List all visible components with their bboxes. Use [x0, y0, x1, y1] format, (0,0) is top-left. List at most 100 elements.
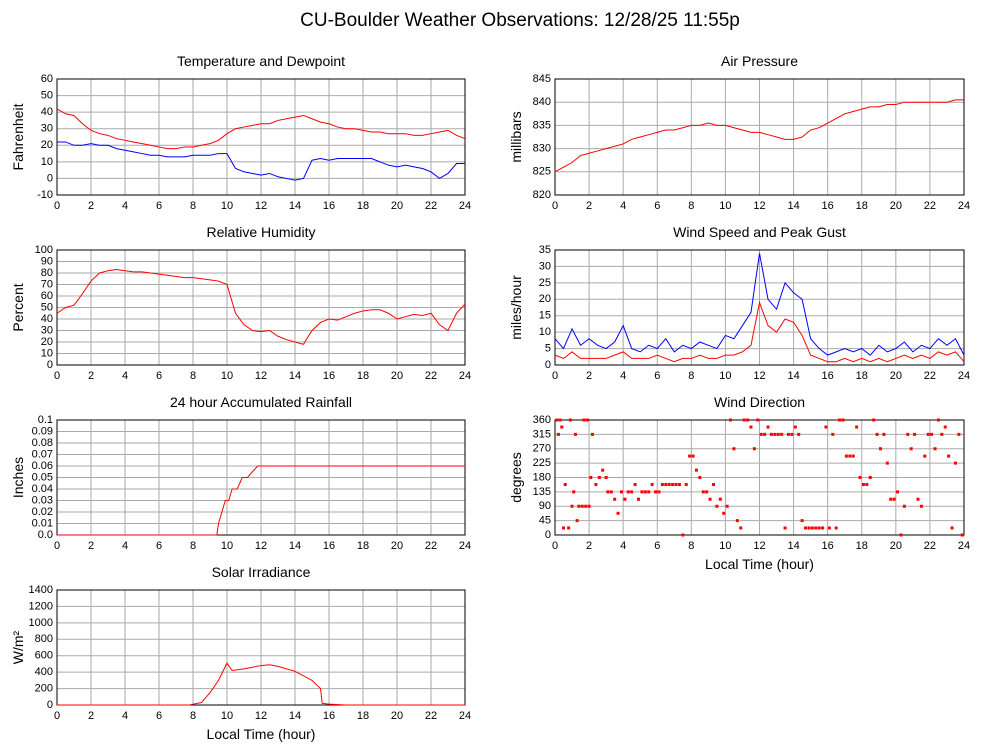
data-point	[875, 432, 879, 436]
plot-border	[56, 249, 466, 366]
x-tick-label: 0	[54, 710, 60, 722]
data-point	[698, 476, 702, 479]
x-tick-label: 2	[88, 370, 94, 382]
plot-border	[554, 249, 965, 366]
data-point	[841, 418, 845, 422]
x-tick-label: 10	[719, 370, 731, 382]
y-tick-label: 835	[533, 119, 551, 131]
data-point	[684, 483, 688, 487]
y-tick-label: 45	[539, 515, 551, 527]
x-tick-label: 14	[289, 370, 301, 382]
x-axis-label: Local Time (hour)	[207, 726, 316, 742]
y-tick-label: 0.04	[32, 483, 53, 495]
y-tick-label: 20	[539, 293, 551, 305]
x-tick-label: 2	[88, 710, 94, 722]
data-point	[570, 504, 574, 508]
x-tick-label: 16	[323, 200, 335, 212]
data-point	[913, 432, 917, 436]
x-tick-label: 0	[552, 540, 558, 552]
x-tick-label: 4	[620, 540, 626, 552]
x-tick-label: 24	[459, 200, 471, 212]
data-point	[896, 490, 900, 494]
x-tick-label: 12	[753, 370, 765, 382]
data-point	[902, 504, 906, 508]
x-tick-label: 14	[787, 370, 799, 382]
data-point	[705, 490, 709, 494]
x-tick-label: 24	[958, 370, 970, 382]
x-tick-label: 0	[552, 200, 558, 212]
x-tick-label: 22	[425, 710, 437, 722]
y-tick-label: 100	[35, 244, 53, 256]
x-tick-label: 10	[719, 200, 731, 212]
x-tick-label: 8	[190, 370, 196, 382]
x-tick-label: 14	[289, 540, 301, 552]
y-tick-label: 1400	[29, 584, 53, 596]
y-tick-label: 315	[533, 428, 551, 440]
x-tick-label: 16	[822, 370, 834, 382]
x-tick-label: 0	[54, 370, 60, 382]
y-tick-label: 70	[41, 278, 53, 290]
y-tick-label: 35	[539, 244, 551, 256]
y-tick-label: 270	[533, 443, 551, 455]
x-tick-label: 18	[357, 370, 369, 382]
x-axis-label: Local Time (hour)	[705, 556, 814, 572]
chart-title: Relative Humidity	[207, 224, 316, 240]
y-tick-label: 0.09	[32, 425, 53, 437]
data-point	[606, 490, 610, 494]
chart-title: Wind Direction	[714, 394, 805, 410]
x-tick-label: 8	[688, 370, 694, 382]
y-tick-label: -10	[37, 189, 53, 201]
data-point	[613, 497, 617, 501]
y-tick-label: 820	[533, 189, 551, 201]
x-tick-label: 4	[122, 200, 128, 212]
y-tick-label: 0	[545, 359, 551, 371]
x-tick-label: 12	[753, 200, 765, 212]
x-tick-label: 6	[654, 200, 660, 212]
data-point	[585, 418, 589, 422]
data-point	[844, 454, 848, 458]
data-point	[865, 483, 869, 487]
x-tick-label: 2	[586, 370, 592, 382]
data-point	[575, 519, 579, 523]
data-point	[776, 432, 780, 436]
y-tick-label: 1200	[29, 600, 53, 612]
x-tick-label: 20	[391, 540, 403, 552]
data-point	[756, 418, 760, 422]
data-point	[580, 504, 584, 508]
data-point	[930, 432, 934, 436]
data-point	[933, 447, 937, 451]
x-tick-label: 10	[221, 200, 233, 212]
data-point	[725, 504, 729, 508]
plot-border	[56, 419, 466, 536]
x-tick-label: 10	[719, 540, 731, 552]
y-axis-label: degrees	[508, 452, 524, 503]
x-tick-label: 6	[156, 540, 162, 552]
data-point	[780, 432, 784, 436]
y-tick-label: 0	[47, 359, 53, 371]
data-point	[940, 432, 944, 436]
x-tick-label: 20	[890, 540, 902, 552]
data-point	[735, 519, 739, 523]
data-point	[749, 425, 753, 429]
data-point	[739, 526, 743, 530]
data-line	[57, 141, 465, 181]
data-point	[660, 483, 664, 487]
y-tick-label: 60	[41, 290, 53, 302]
data-point	[556, 432, 560, 436]
chart-title: Air Pressure	[721, 53, 798, 69]
data-point	[563, 483, 567, 487]
data-line	[554, 99, 964, 173]
x-tick-label: 10	[221, 710, 233, 722]
x-tick-label: 6	[156, 200, 162, 212]
data-point	[834, 526, 838, 530]
data-point	[677, 483, 681, 487]
y-tick-label: 0.08	[32, 437, 53, 449]
data-point	[616, 511, 620, 515]
y-tick-label: 80	[41, 267, 53, 279]
data-point	[572, 490, 576, 494]
y-tick-label: 200	[35, 682, 53, 694]
data-point	[950, 526, 954, 530]
y-tick-label: 0.02	[32, 506, 53, 518]
x-tick-label: 24	[459, 370, 471, 382]
